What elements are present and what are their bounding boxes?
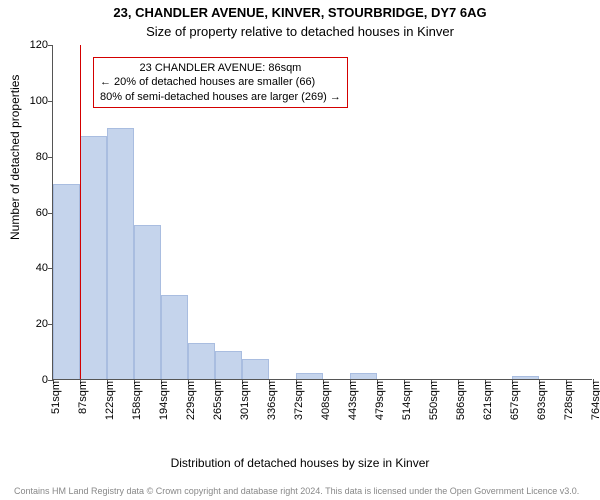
x-tick-label: 51sqm [50, 381, 62, 414]
histogram-bar [134, 225, 161, 379]
x-tick-label: 728sqm [563, 381, 575, 420]
histogram-bar [215, 351, 242, 379]
y-tick-mark [48, 45, 53, 46]
y-tick-label: 0 [18, 374, 48, 386]
histogram-bar [53, 184, 80, 379]
plot-area: 02040608010012051sqm87sqm122sqm158sqm194… [52, 45, 592, 380]
info-line: ← 20% of detached houses are smaller (66… [100, 75, 341, 89]
y-tick-label: 20 [18, 318, 48, 330]
info-box: 23 CHANDLER AVENUE: 86sqm← 20% of detach… [93, 57, 348, 108]
x-tick-label: 336sqm [266, 381, 278, 420]
histogram-bar [161, 295, 188, 379]
chart-subtitle: Size of property relative to detached ho… [0, 24, 600, 39]
y-tick-label: 100 [18, 95, 48, 107]
x-tick-label: 194sqm [158, 381, 170, 420]
x-tick-label: 443sqm [347, 381, 359, 420]
x-tick-label: 87sqm [77, 381, 89, 414]
x-tick-label: 693sqm [536, 381, 548, 420]
x-tick-label: 479sqm [374, 381, 386, 420]
x-tick-label: 122sqm [104, 381, 116, 420]
chart-title: 23, CHANDLER AVENUE, KINVER, STOURBRIDGE… [0, 5, 600, 20]
info-line: 23 CHANDLER AVENUE: 86sqm [100, 61, 341, 75]
histogram-bar [296, 373, 323, 379]
y-tick-label: 40 [18, 262, 48, 274]
histogram-bar [107, 128, 134, 379]
x-tick-label: 265sqm [212, 381, 224, 420]
x-tick-label: 229sqm [185, 381, 197, 420]
histogram-bar [242, 359, 269, 379]
histogram-bar [350, 373, 377, 379]
histogram-bar [80, 136, 107, 379]
x-tick-label: 621sqm [482, 381, 494, 420]
x-tick-label: 764sqm [590, 381, 600, 420]
x-tick-label: 372sqm [293, 381, 305, 420]
marker-line [80, 45, 81, 379]
x-tick-label: 158sqm [131, 381, 143, 420]
y-tick-label: 120 [18, 39, 48, 51]
histogram-bar [512, 376, 539, 379]
info-line: 80% of semi-detached houses are larger (… [100, 90, 341, 104]
x-tick-label: 586sqm [455, 381, 467, 420]
y-tick-label: 80 [18, 151, 48, 163]
y-tick-mark [48, 101, 53, 102]
x-tick-label: 657sqm [509, 381, 521, 420]
x-tick-label: 408sqm [320, 381, 332, 420]
x-tick-label: 301sqm [239, 381, 251, 420]
histogram-bar [188, 343, 215, 379]
y-tick-label: 60 [18, 207, 48, 219]
y-tick-mark [48, 157, 53, 158]
x-tick-label: 550sqm [428, 381, 440, 420]
x-axis-label: Distribution of detached houses by size … [0, 456, 600, 470]
x-tick-label: 514sqm [401, 381, 413, 420]
footer-text: Contains HM Land Registry data © Crown c… [14, 486, 590, 496]
